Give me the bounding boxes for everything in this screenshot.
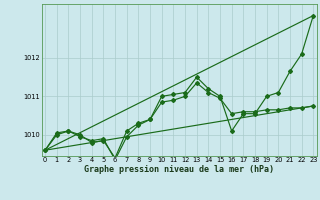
X-axis label: Graphe pression niveau de la mer (hPa): Graphe pression niveau de la mer (hPa)	[84, 165, 274, 174]
